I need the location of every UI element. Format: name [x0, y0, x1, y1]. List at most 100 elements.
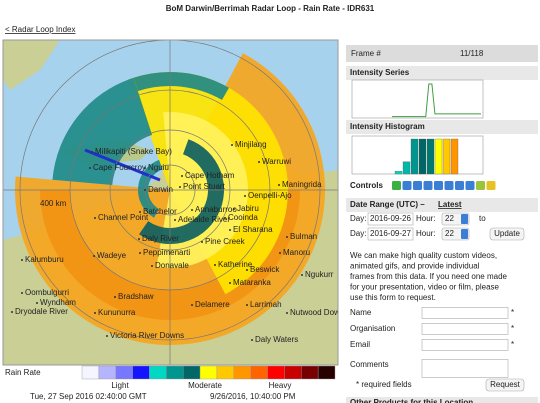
- legend-label: Heavy: [269, 381, 292, 390]
- place-label: Wyndham: [40, 298, 76, 307]
- place-label: Oenpelli-Ajo: [248, 191, 292, 200]
- section-header: [346, 198, 538, 212]
- place-dot: [21, 259, 23, 261]
- place-label: Maningrida: [282, 180, 322, 189]
- series-line: [392, 83, 481, 118]
- place-label: Cape Hotham: [185, 171, 235, 180]
- echo: [139, 139, 224, 244]
- form-input[interactable]: [421, 307, 509, 319]
- control-button[interactable]: [423, 181, 433, 190]
- legend-swatch: [216, 365, 235, 380]
- legend-swatch: [149, 365, 167, 380]
- place-label: Point Stuart: [183, 182, 226, 191]
- place-dot: [214, 264, 216, 266]
- place-dot: [91, 151, 93, 153]
- request-button[interactable]: [485, 378, 525, 392]
- form-input[interactable]: [421, 359, 509, 378]
- place-label: Mataranka: [233, 278, 271, 287]
- control-button[interactable]: [413, 181, 422, 190]
- legend-label: Moderate: [188, 381, 222, 390]
- land: [3, 40, 60, 90]
- frame-value: 11/118: [460, 49, 484, 58]
- legend-swatch: [199, 365, 218, 380]
- place-label: Nutwood Downs: [290, 308, 348, 317]
- control-button[interactable]: [402, 181, 412, 190]
- legend-swatch: [284, 365, 302, 380]
- series-box: [351, 79, 484, 119]
- select-arrow: [461, 214, 468, 224]
- histogram-bar: [426, 138, 435, 175]
- hour-label: Hour:: [416, 214, 436, 223]
- control-button[interactable]: [455, 181, 464, 190]
- place-dot: [201, 241, 203, 243]
- place-dot: [89, 167, 91, 169]
- place-label: Beswick: [250, 265, 280, 274]
- form-input[interactable]: [421, 339, 509, 351]
- back-link[interactable]: < Radar Loop Index: [5, 25, 76, 34]
- place-label: Bulman: [290, 232, 317, 241]
- histogram-bar: [442, 138, 451, 175]
- place-dot: [93, 255, 95, 257]
- page-title: BoM Darwin/Berrimah Radar Loop - Rain Ra…: [166, 4, 375, 13]
- info-text: frames from this data. If you need one m…: [350, 272, 508, 281]
- place-dot: [144, 167, 146, 169]
- place-label: Daly River: [142, 234, 179, 243]
- info-text: We can make high quality custom videos,: [350, 251, 497, 260]
- day-input[interactable]: [367, 227, 414, 241]
- update-button[interactable]: [489, 227, 525, 241]
- section-title: Intensity Histogram: [350, 122, 425, 131]
- place-dot: [36, 302, 38, 304]
- place-dot: [181, 175, 183, 177]
- required-marker: *: [511, 308, 514, 317]
- place-label: Kununurra: [98, 308, 136, 317]
- latest-link[interactable]: Latest: [438, 200, 462, 209]
- day-value: 2016-09-27: [370, 229, 411, 238]
- control-button[interactable]: [486, 181, 496, 190]
- controls-label: Controls: [350, 181, 383, 190]
- legend-title: Rain Rate: [5, 368, 41, 377]
- place-label: Wadeye: [97, 251, 127, 260]
- legend-swatch: [301, 365, 319, 380]
- place-dot: [139, 252, 141, 254]
- info-text: use this form to request.: [350, 293, 436, 302]
- section-title: Date Range (UTC) –: [350, 200, 425, 209]
- place-label: Dryodale River: [15, 307, 68, 316]
- place-dot: [191, 209, 193, 211]
- place-dot: [11, 311, 13, 313]
- place-label: Oombulgurri: [25, 288, 69, 297]
- histogram-bar: [410, 138, 419, 175]
- control-button[interactable]: [434, 181, 443, 190]
- place-label: Larrimah: [250, 300, 282, 309]
- place-label: Kalumburu: [25, 255, 64, 264]
- control-button[interactable]: [444, 181, 454, 190]
- legend-swatch: [250, 365, 268, 380]
- place-label: Adelaide River: [178, 215, 230, 224]
- legend-swatch: [81, 365, 100, 380]
- legend-swatch: [115, 365, 133, 380]
- map-border: [2, 39, 339, 366]
- place-label: Annaburroo: [195, 205, 237, 214]
- place-dot: [286, 312, 288, 314]
- control-button[interactable]: [476, 181, 485, 190]
- legend-swatch: [98, 365, 116, 380]
- control-button[interactable]: [392, 181, 401, 190]
- control-button[interactable]: [465, 181, 475, 190]
- place-label: Channel Point: [98, 213, 149, 222]
- place-dot: [301, 274, 303, 276]
- place-dot: [139, 211, 141, 213]
- form-label: Name: [350, 308, 372, 317]
- frame-row: [346, 45, 538, 62]
- hour-value: 22: [445, 229, 454, 238]
- form-input[interactable]: [421, 323, 509, 335]
- echo: [133, 72, 229, 100]
- day-input[interactable]: [367, 212, 414, 226]
- request-label: Request: [490, 380, 521, 389]
- place-dot: [229, 229, 231, 231]
- range-label: 400 km: [40, 199, 67, 208]
- ui: BoM Darwin/Berrimah Radar Loop - Rain Ra…: [5, 4, 538, 403]
- place-dot: [258, 161, 260, 163]
- histogram-bar: [418, 138, 427, 175]
- place-label: Bradshaw: [118, 292, 154, 301]
- place-label: Milikapiti (Snake Bay): [95, 147, 172, 156]
